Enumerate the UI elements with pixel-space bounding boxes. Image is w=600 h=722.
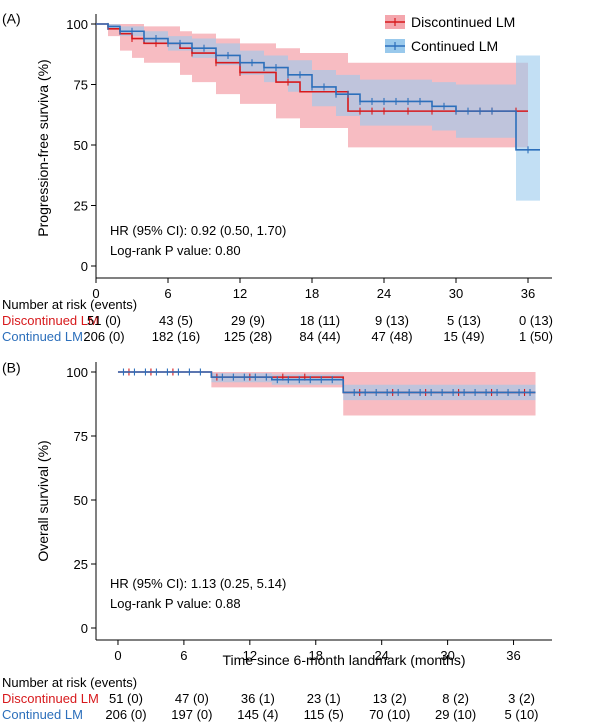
legend-label-discontinued: Discontinued LM <box>411 14 515 30</box>
x-tick-label: 12 <box>243 648 257 663</box>
risk-table-cell: 23 (1) <box>307 691 341 706</box>
risk-table-cell: 182 (16) <box>152 329 200 344</box>
risk-table-cell: 13 (2) <box>373 691 407 706</box>
risk-table-cell: 36 (1) <box>241 691 275 706</box>
x-tick-label: 6 <box>164 286 171 301</box>
risk-table-cell: 18 (11) <box>300 313 340 328</box>
x-tick-label: 24 <box>377 286 391 301</box>
risk-table-group-label: Discontinued LM <box>2 691 99 706</box>
risk-table-cell: 47 (0) <box>175 691 209 706</box>
risk-table-cell: 70 (10) <box>369 707 410 722</box>
risk-table-cell: 0 (13) <box>519 313 553 328</box>
annotation: HR (95% CI): 1.13 (0.25, 5.14) <box>110 576 286 591</box>
risk-table-cell: 206 (0) <box>105 707 146 722</box>
annotation: Log-rank P value: 0.80 <box>110 243 241 258</box>
risk-table-cell: 125 (28) <box>224 329 272 344</box>
risk-table-cell: 43 (5) <box>159 313 193 328</box>
risk-table-cell: 9 (13) <box>375 313 409 328</box>
risk-table-cell: 145 (4) <box>237 707 278 722</box>
risk-table-cell: 84 (44) <box>299 329 340 344</box>
legend-label-continued: Continued LM <box>411 38 498 54</box>
x-tick-label: 30 <box>440 648 454 663</box>
panel-label: (B) <box>2 359 21 375</box>
risk-table-cell: 206 (0) <box>83 329 124 344</box>
y-axis-label: Progression-free surviva (%) <box>35 59 51 236</box>
risk-table-cell: 47 (48) <box>371 329 412 344</box>
y-tick-label: 50 <box>74 138 88 153</box>
x-tick-label: 36 <box>506 648 520 663</box>
survival-line-continued <box>117 371 536 394</box>
x-tick-label: 36 <box>521 286 535 301</box>
risk-table-cell: 29 (9) <box>231 313 265 328</box>
x-tick-label: 18 <box>309 648 323 663</box>
risk-table-group-label: Continued LM <box>2 329 83 344</box>
risk-table-cell: 115 (5) <box>304 707 344 722</box>
x-tick-label: 6 <box>180 648 187 663</box>
x-tick-label: 18 <box>305 286 319 301</box>
x-axis-label: Time since 6-month landmark (months) <box>222 652 465 668</box>
risk-table-cell: 5 (13) <box>447 313 481 328</box>
risk-table-cell: 3 (2) <box>508 691 535 706</box>
risk-table-group-label: Discontinued LM <box>2 313 99 328</box>
y-tick-label: 0 <box>81 621 88 636</box>
y-tick-label: 25 <box>74 557 88 572</box>
y-tick-label: 50 <box>74 493 88 508</box>
risk-table-cell: 51 (0) <box>109 691 143 706</box>
ci-band-continued <box>96 24 540 201</box>
y-tick-label: 75 <box>74 78 88 93</box>
y-tick-label: 100 <box>66 17 88 32</box>
y-tick-label: 75 <box>74 429 88 444</box>
risk-table-cell: 29 (10) <box>435 707 476 722</box>
risk-table-cell: 51 (0) <box>87 313 121 328</box>
risk-table-cell: 8 (2) <box>442 691 469 706</box>
ci-band-discontinued <box>117 372 536 416</box>
y-tick-label: 25 <box>74 199 88 214</box>
x-tick-label: 24 <box>374 648 388 663</box>
risk-table-header: Number at risk (events) <box>2 675 137 690</box>
risk-table-group-label: Continued LM <box>2 707 83 722</box>
risk-table-cell: 5 (10) <box>505 707 539 722</box>
x-tick-label: 30 <box>449 286 463 301</box>
panel-label: (A) <box>2 10 21 26</box>
risk-table-cell: 1 (50) <box>519 329 553 344</box>
y-axis-label: Overall survival (%) <box>35 440 51 561</box>
annotation: Log-rank P value: 0.88 <box>110 596 241 611</box>
y-tick-label: 100 <box>66 365 88 380</box>
risk-table-cell: 15 (49) <box>443 329 484 344</box>
annotation: HR (95% CI): 0.92 (0.50, 1.70) <box>110 223 286 238</box>
x-tick-label: 12 <box>233 286 247 301</box>
x-tick-label: 0 <box>92 286 99 301</box>
x-tick-label: 0 <box>114 648 121 663</box>
risk-table-header: Number at risk (events) <box>2 297 137 312</box>
risk-table-cell: 197 (0) <box>171 707 212 722</box>
y-tick-label: 0 <box>81 259 88 274</box>
